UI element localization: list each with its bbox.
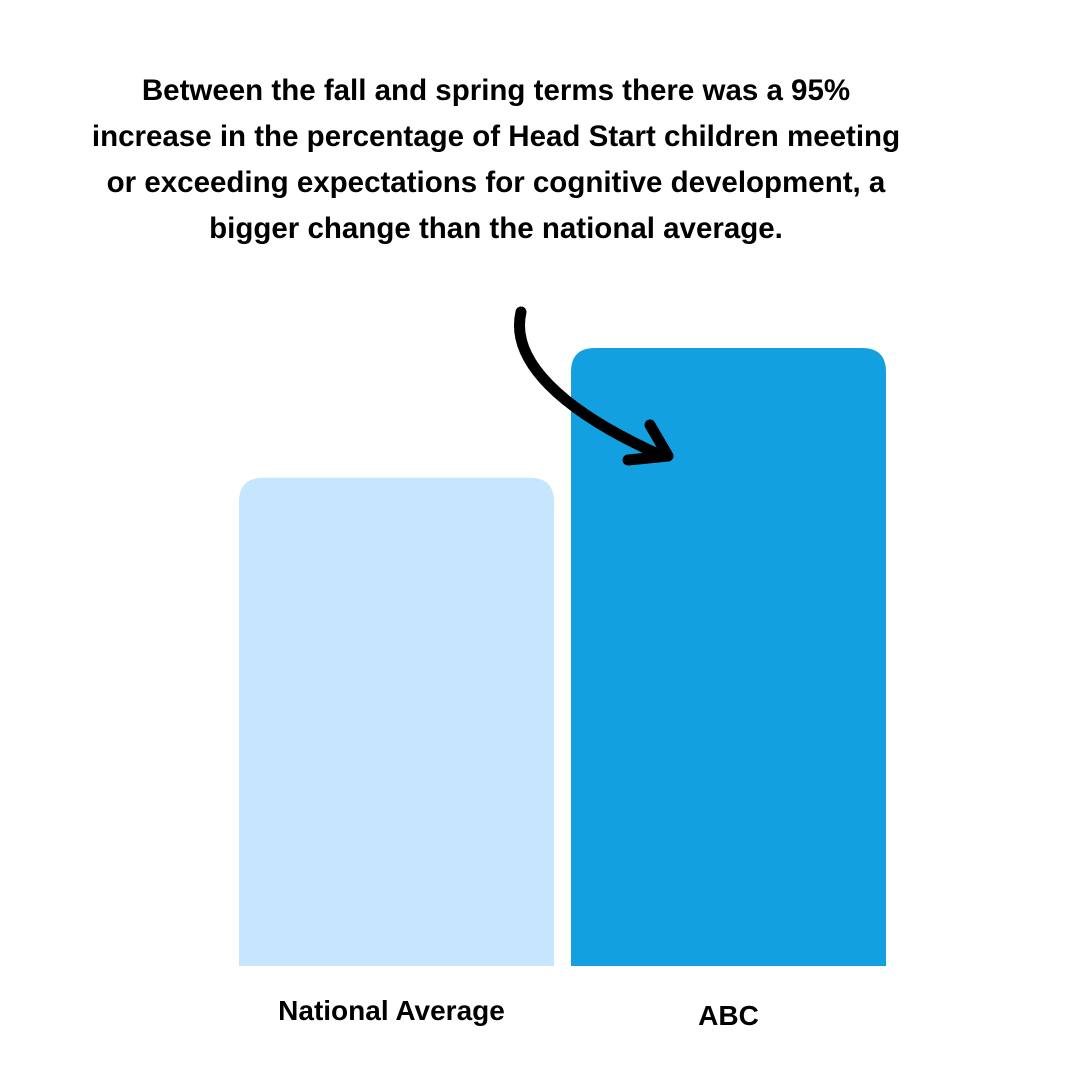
bars [239, 348, 886, 966]
bar [239, 477, 554, 966]
annotation: Between the fall and spring terms there … [91, 74, 901, 245]
arrow [514, 306, 666, 461]
x-tick-label: National Average [278, 995, 505, 1026]
bar [571, 348, 886, 966]
arrow-head [622, 419, 674, 466]
x-tick-label: ABC [698, 1000, 759, 1031]
